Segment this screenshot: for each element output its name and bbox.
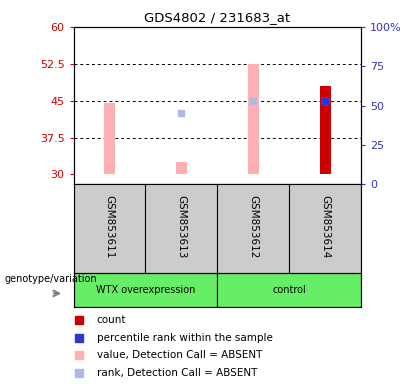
Bar <box>248 64 259 174</box>
Bar <box>74 273 218 307</box>
Text: WTX overexpression: WTX overexpression <box>96 285 195 295</box>
Text: percentile rank within the sample: percentile rank within the sample <box>97 333 273 343</box>
Text: control: control <box>273 285 306 295</box>
Text: rank, Detection Call = ABSENT: rank, Detection Call = ABSENT <box>97 368 257 378</box>
Text: GSM853612: GSM853612 <box>248 195 258 258</box>
Bar <box>320 86 331 174</box>
Bar <box>218 273 361 307</box>
Bar <box>176 162 187 174</box>
Bar <box>104 103 115 174</box>
Text: GSM853614: GSM853614 <box>320 195 330 258</box>
Text: GSM853613: GSM853613 <box>176 195 186 258</box>
Text: count: count <box>97 315 126 325</box>
Text: value, Detection Call = ABSENT: value, Detection Call = ABSENT <box>97 350 262 360</box>
Text: GSM853611: GSM853611 <box>105 195 115 258</box>
Title: GDS4802 / 231683_at: GDS4802 / 231683_at <box>144 11 290 24</box>
Text: genotype/variation: genotype/variation <box>4 274 97 284</box>
